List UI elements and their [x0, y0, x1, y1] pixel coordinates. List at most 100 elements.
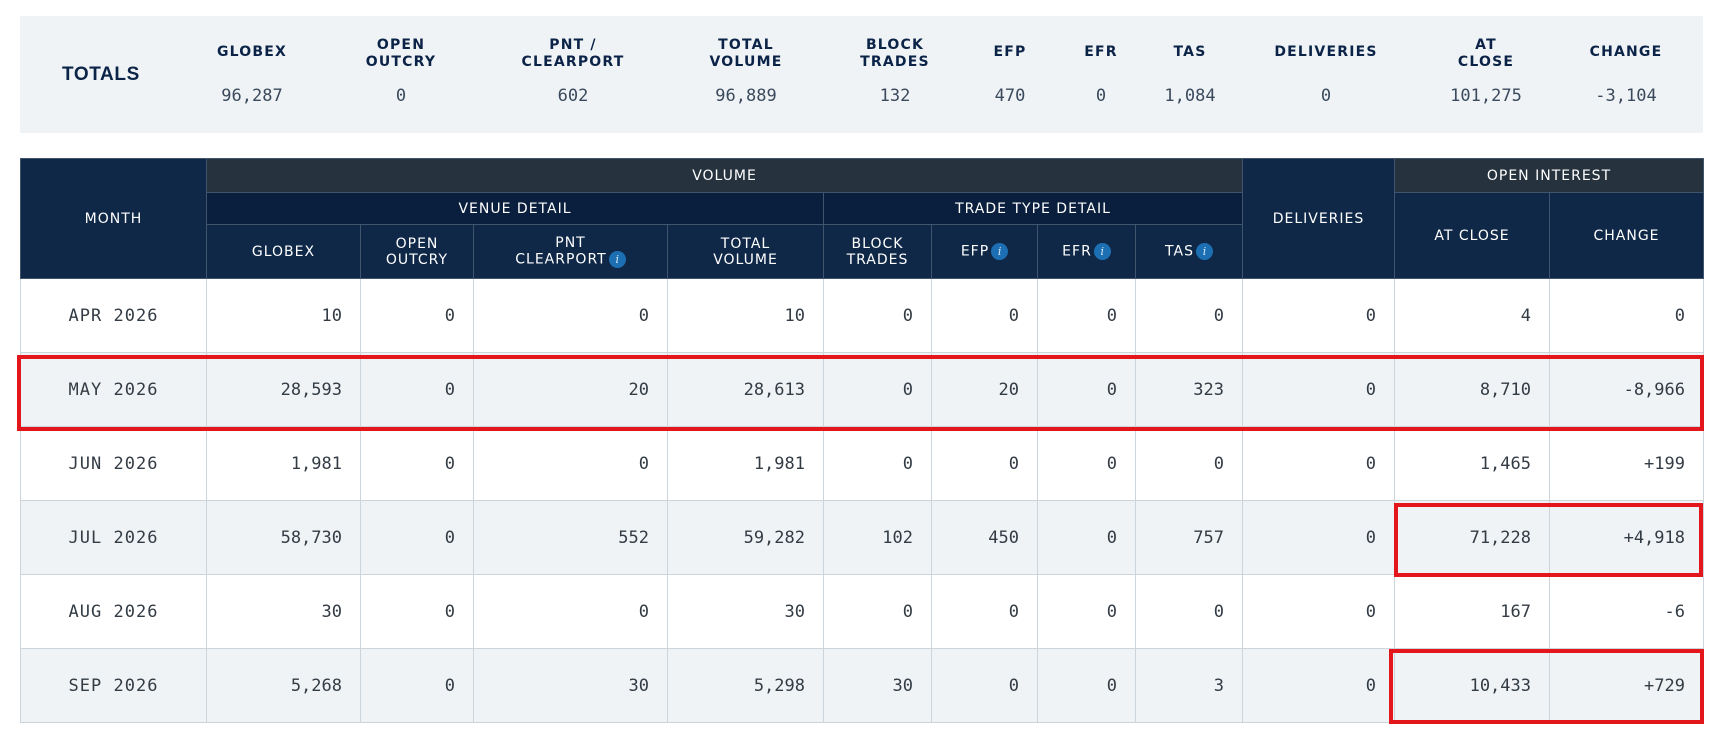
totals-globex: GLOBEX 96,287	[187, 16, 317, 106]
totals-header-line2: CLOSE	[1457, 54, 1515, 70]
cell-open-outcry: 0	[360, 500, 474, 575]
totals-value: 101,275	[1450, 86, 1522, 106]
cell-pnt-clearport: 0	[473, 278, 668, 353]
tas-header[interactable]: TAS i	[1135, 224, 1243, 279]
info-icon[interactable]: i	[608, 251, 626, 268]
cell-deliveries: 0	[1242, 426, 1395, 501]
cell-open-outcry: 0	[360, 352, 474, 427]
totals-header-line2: CLEARPORT	[521, 54, 625, 70]
cell-block-trades: 0	[823, 426, 932, 501]
totals-header: PNT /	[549, 37, 597, 53]
totals-bar: TOTALS GLOBEX 96,287 OPEN OUTCRY 0 PNT / C…	[20, 16, 1703, 133]
cell-month: APR 2026	[20, 278, 207, 353]
cell-pnt-clearport: 20	[473, 352, 668, 427]
info-icon[interactable]: i	[991, 243, 1009, 260]
cell-deliveries: 0	[1242, 500, 1395, 575]
table-row[interactable]: APR 2026 10 0 0 10 0 0 0 0 0 4 0	[20, 278, 1704, 353]
globex-header[interactable]: GLOBEX	[206, 224, 361, 279]
cell-open-outcry: 0	[360, 648, 474, 723]
cell-block-trades: 0	[823, 278, 932, 353]
cell-open-outcry: 0	[360, 426, 474, 501]
cell-efp: 0	[931, 426, 1038, 501]
cell-globex: 10	[206, 278, 361, 353]
table-row[interactable]: MAY 2026 28,593 0 20 28,613 0 20 0 323 0 8,710 -8,9…	[20, 352, 1704, 427]
cell-globex: 28,593	[206, 352, 361, 427]
cell-block-trades: 30	[823, 648, 932, 723]
totals-value: 1,084	[1164, 86, 1216, 106]
open-interest-header: OPEN INTEREST	[1394, 158, 1704, 193]
totals-header-line2: TRADES	[860, 54, 930, 70]
cell-globex: 58,730	[206, 500, 361, 575]
block-trades-header[interactable]: BLOCK TRADES	[823, 224, 932, 279]
totals-value: 0	[1320, 86, 1332, 106]
totals-value: 132	[879, 86, 911, 106]
table-row[interactable]: SEP 2026 5,268 0 30 5,298 30 0 0 3 0 10,433 +729	[20, 648, 1704, 723]
cell-open-outcry: 0	[360, 278, 474, 353]
change-header[interactable]: CHANGE	[1549, 192, 1704, 279]
cell-efr: 0	[1037, 500, 1136, 575]
cell-at-close: 1,465	[1394, 426, 1550, 501]
cell-globex: 1,981	[206, 426, 361, 501]
cell-total-volume: 28,613	[667, 352, 824, 427]
totals-value: 602	[557, 86, 589, 106]
totals-value: 96,287	[221, 86, 283, 106]
at-close-header[interactable]: AT CLOSE	[1394, 192, 1550, 279]
totals-value: 0	[395, 86, 407, 106]
cell-globex: 5,268	[206, 648, 361, 723]
table-row[interactable]: JUL 2026 58,730 0 552 59,282 102 450 0 757 0 71,22…	[20, 500, 1704, 575]
totals-value: 96,889	[715, 86, 777, 106]
trade-type-detail-header: TRADE TYPE DETAIL	[823, 192, 1243, 225]
info-icon[interactable]: i	[1093, 243, 1111, 260]
volume-header: VOLUME	[206, 158, 1243, 193]
cell-total-volume: 5,298	[667, 648, 824, 723]
open-outcry-header[interactable]: OPEN OUTCRY	[360, 224, 474, 279]
cell-at-close: 10,433	[1394, 648, 1550, 723]
totals-value: 470	[994, 86, 1026, 106]
cell-change: +4,918	[1549, 500, 1704, 575]
info-icon[interactable]: i	[1195, 243, 1213, 260]
cell-total-volume: 1,981	[667, 426, 824, 501]
cell-change: 0	[1549, 278, 1704, 353]
cell-month: SEP 2026	[20, 648, 207, 723]
table-row[interactable]: AUG 2026 30 0 0 30 0 0 0 0 0 167 -6	[20, 574, 1704, 649]
cell-block-trades: 0	[823, 352, 932, 427]
cell-efp: 450	[931, 500, 1038, 575]
cell-pnt-clearport: 0	[473, 574, 668, 649]
cell-globex: 30	[206, 574, 361, 649]
efr-header[interactable]: EFR i	[1037, 224, 1136, 279]
venue-detail-header: VENUE DETAIL	[206, 192, 824, 225]
cell-total-volume: 10	[667, 278, 824, 353]
month-header[interactable]: MONTH	[20, 158, 207, 279]
cell-change: +729	[1549, 648, 1704, 723]
cell-deliveries: 0	[1242, 352, 1395, 427]
cell-at-close: 4	[1394, 278, 1550, 353]
cell-tas: 0	[1135, 278, 1243, 353]
cell-tas: 3	[1135, 648, 1243, 723]
totals-header: TOTAL	[718, 37, 774, 53]
table-row[interactable]: JUN 2026 1,981 0 0 1,981 0 0 0 0 0 1,465 +199	[20, 426, 1704, 501]
cell-month: JUN 2026	[20, 426, 207, 501]
volume-table: MONTH VOLUME DELIVERIES OPEN INTEREST VE…	[20, 158, 1704, 723]
totals-header: OPEN	[376, 37, 426, 53]
efp-header[interactable]: EFP i	[931, 224, 1038, 279]
cell-efr: 0	[1037, 278, 1136, 353]
cell-efr: 0	[1037, 426, 1136, 501]
total-volume-header[interactable]: TOTAL VOLUME	[667, 224, 824, 279]
totals-header-line2: OUTCRY	[365, 54, 437, 70]
cell-efr: 0	[1037, 352, 1136, 427]
cell-deliveries: 0	[1242, 574, 1395, 649]
cell-efp: 20	[931, 352, 1038, 427]
deliveries-header[interactable]: DELIVERIES	[1242, 158, 1395, 279]
cell-efr: 0	[1037, 648, 1136, 723]
totals-header-line2: VOLUME	[709, 54, 783, 70]
pnt-clearport-header[interactable]: PNT CLEARPORT i	[473, 224, 668, 279]
totals-header: DELIVERIES	[1274, 44, 1378, 60]
totals-header: TAS	[1173, 44, 1207, 60]
totals-header: BLOCK	[865, 37, 925, 53]
cell-block-trades: 102	[823, 500, 932, 575]
cell-tas: 757	[1135, 500, 1243, 575]
cell-block-trades: 0	[823, 574, 932, 649]
cell-month: MAY 2026	[20, 352, 207, 427]
cell-efp: 0	[931, 278, 1038, 353]
cell-at-close: 167	[1394, 574, 1550, 649]
